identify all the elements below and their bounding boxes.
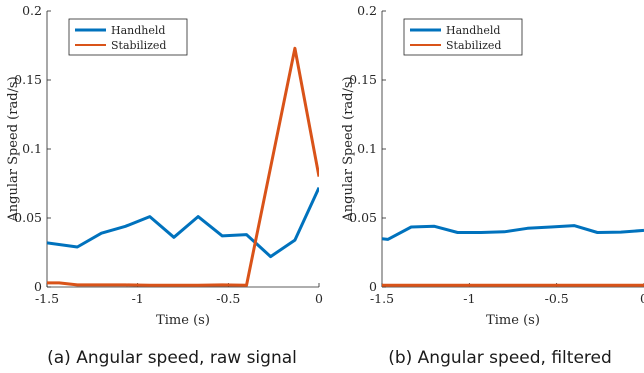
legend: Handheld Stabilized — [68, 18, 188, 56]
legend-box — [403, 18, 523, 56]
x-tick-label: -1 — [463, 291, 475, 306]
legend-box — [68, 18, 188, 56]
chart-panel-1: 0 0.05 0.1 0.15 0.2 -1.5 -1 -0.5 0 Time (s) Angula… — [6, 3, 323, 368]
y-tick-label: 0.15 — [14, 72, 42, 87]
y-tick-label: 0.1 — [22, 141, 42, 156]
x-tick-label: -0.5 — [545, 291, 569, 306]
legend-label-stabilized: Stabilized — [111, 39, 166, 52]
y-tick-label: 0.15 — [349, 72, 377, 87]
x-tick-label: -1.5 — [370, 291, 394, 306]
figure-caption: (b) Angular speed, filtered — [388, 348, 612, 368]
y-tick-label: 0.05 — [14, 210, 42, 225]
legend-label-stabilized: Stabilized — [446, 39, 501, 52]
y-axis-label: Angular Speed (rad/s) — [6, 76, 21, 222]
x-tick-label: -0.5 — [216, 291, 240, 306]
y-tick-label: 0.2 — [357, 3, 377, 18]
y-tick-label: 0.05 — [349, 210, 377, 225]
y-tick-label: 0.1 — [357, 141, 377, 156]
x-tick-label: -1.5 — [35, 291, 59, 306]
chart-panel-2: 0 0.05 0.1 0.15 0.2 -1.5 -1 -0.5 0 Time (s) Angula… — [341, 3, 644, 368]
y-axis-label: Angular Speed (rad/s) — [341, 76, 356, 222]
x-axis-label: Time (s) — [156, 313, 210, 328]
y-tick-label: 0 — [369, 279, 377, 294]
y-tick-label: 0 — [34, 279, 42, 294]
figure-caption: (a) Angular speed, raw signal — [47, 348, 297, 368]
x-tick-label: -1 — [132, 291, 144, 306]
legend: Handheld Stabilized — [403, 18, 523, 56]
x-tick-label: 0 — [315, 291, 323, 306]
series-line-stabilized — [47, 46, 319, 287]
x-tick-label: 0 — [640, 291, 644, 306]
legend-label-handheld: Handheld — [111, 24, 165, 37]
x-axis-label: Time (s) — [486, 313, 540, 328]
y-tick-label: 0.2 — [22, 3, 42, 18]
legend-label-handheld: Handheld — [446, 24, 500, 37]
series-line-handheld — [382, 224, 644, 241]
series-line-handheld — [47, 186, 319, 259]
